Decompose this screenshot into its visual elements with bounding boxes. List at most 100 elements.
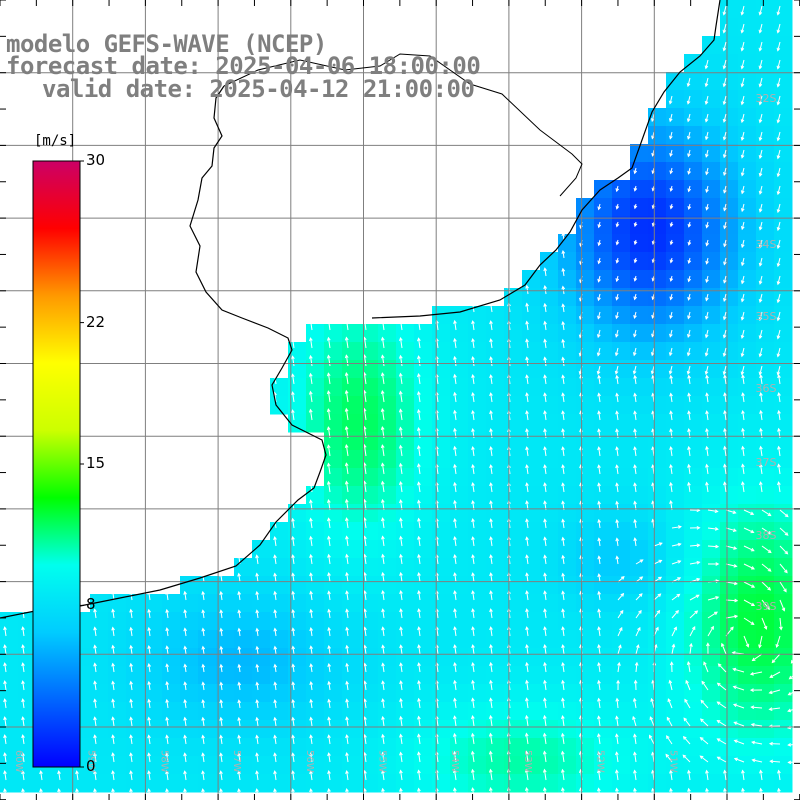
wind-cell [378, 522, 397, 541]
wind-cell [702, 558, 721, 577]
wind-cell [684, 630, 703, 649]
wind-cell [720, 180, 739, 199]
wind-cell [432, 594, 451, 613]
wind-cell [396, 396, 415, 415]
wind-cell [684, 504, 703, 523]
wind-cell [486, 648, 505, 667]
wind-cell [522, 450, 541, 469]
colorbar-tick-label: 0 [86, 759, 96, 774]
wind-cell [396, 558, 415, 577]
wind-cell [432, 378, 451, 397]
wind-cell [612, 342, 631, 361]
wind-cell [594, 504, 613, 523]
wind-cell [468, 360, 487, 379]
wind-cell [666, 432, 685, 451]
wind-cell [414, 756, 433, 775]
wind-cell [414, 432, 433, 451]
wind-cell [738, 270, 757, 289]
wind-cell [630, 252, 649, 271]
wind-cell [666, 324, 685, 343]
wind-cell [486, 306, 505, 325]
wind-cell [270, 594, 289, 613]
wind-cell [360, 702, 379, 721]
wind-cell [270, 684, 289, 703]
wind-cell [594, 594, 613, 613]
wind-cell [612, 774, 631, 793]
wind-cell [342, 432, 361, 451]
wind-cell [378, 648, 397, 667]
wind-cell [522, 414, 541, 433]
wind-cell [612, 360, 631, 379]
wind-cell [360, 648, 379, 667]
wind-cell [540, 576, 559, 595]
wind-cell [270, 774, 289, 793]
wind-cell [738, 432, 757, 451]
wind-cell [774, 234, 793, 253]
wind-cell [612, 252, 631, 271]
wind-cell [234, 666, 253, 685]
wind-cell [540, 378, 559, 397]
wind-cell [414, 648, 433, 667]
wind-cell [612, 270, 631, 289]
wind-cell [648, 486, 667, 505]
wind-cell [342, 468, 361, 487]
wind-cell [198, 702, 217, 721]
wind-cell [198, 630, 217, 649]
wind-cell [396, 576, 415, 595]
wind-cell [306, 540, 325, 559]
wind-cell [54, 774, 73, 793]
wind-cell [360, 378, 379, 397]
longitude-label: 53W [522, 750, 533, 773]
wind-cell [594, 720, 613, 739]
latitude-label: 32S [756, 92, 777, 105]
wind-cell [648, 216, 667, 235]
wind-cell [504, 432, 523, 451]
wind-cell [324, 486, 343, 505]
wind-cell [576, 432, 595, 451]
wind-cell [630, 414, 649, 433]
wind-cell [558, 576, 577, 595]
wind-cell [540, 774, 559, 793]
longitude-label: 55W [377, 750, 388, 773]
wind-cell [468, 576, 487, 595]
wind-cell [720, 144, 739, 163]
wind-cell [252, 738, 271, 757]
wind-cell [666, 342, 685, 361]
wind-cell [414, 684, 433, 703]
wind-cell [684, 468, 703, 487]
wind-cell [756, 720, 775, 739]
colorbar-gradient [33, 161, 80, 767]
wind-cell [522, 666, 541, 685]
wind-cell [558, 342, 577, 361]
wind-cell [450, 486, 469, 505]
wind-cell [648, 324, 667, 343]
wind-cell [612, 450, 631, 469]
wind-cell [594, 774, 613, 793]
wind-cell [630, 648, 649, 667]
wind-cell [396, 378, 415, 397]
wind-cell [540, 342, 559, 361]
wind-cell [378, 414, 397, 433]
wind-cell [342, 324, 361, 343]
wind-cell [738, 144, 757, 163]
wind-cell [594, 558, 613, 577]
wind-cell [522, 378, 541, 397]
wind-cell [558, 666, 577, 685]
wind-cell [576, 576, 595, 595]
wind-cell [270, 630, 289, 649]
wind-cell [108, 630, 127, 649]
wind-cell [702, 36, 721, 55]
wind-cell [756, 468, 775, 487]
wind-cell [378, 594, 397, 613]
wind-cell [630, 324, 649, 343]
wind-cell [738, 504, 757, 523]
wind-cell [468, 504, 487, 523]
wind-cell [774, 450, 793, 469]
wind-cell [198, 594, 217, 613]
wind-cell [270, 540, 289, 559]
wind-cell [720, 108, 739, 127]
wind-cell [252, 720, 271, 739]
wind-cell [576, 684, 595, 703]
wind-cell [90, 774, 109, 793]
